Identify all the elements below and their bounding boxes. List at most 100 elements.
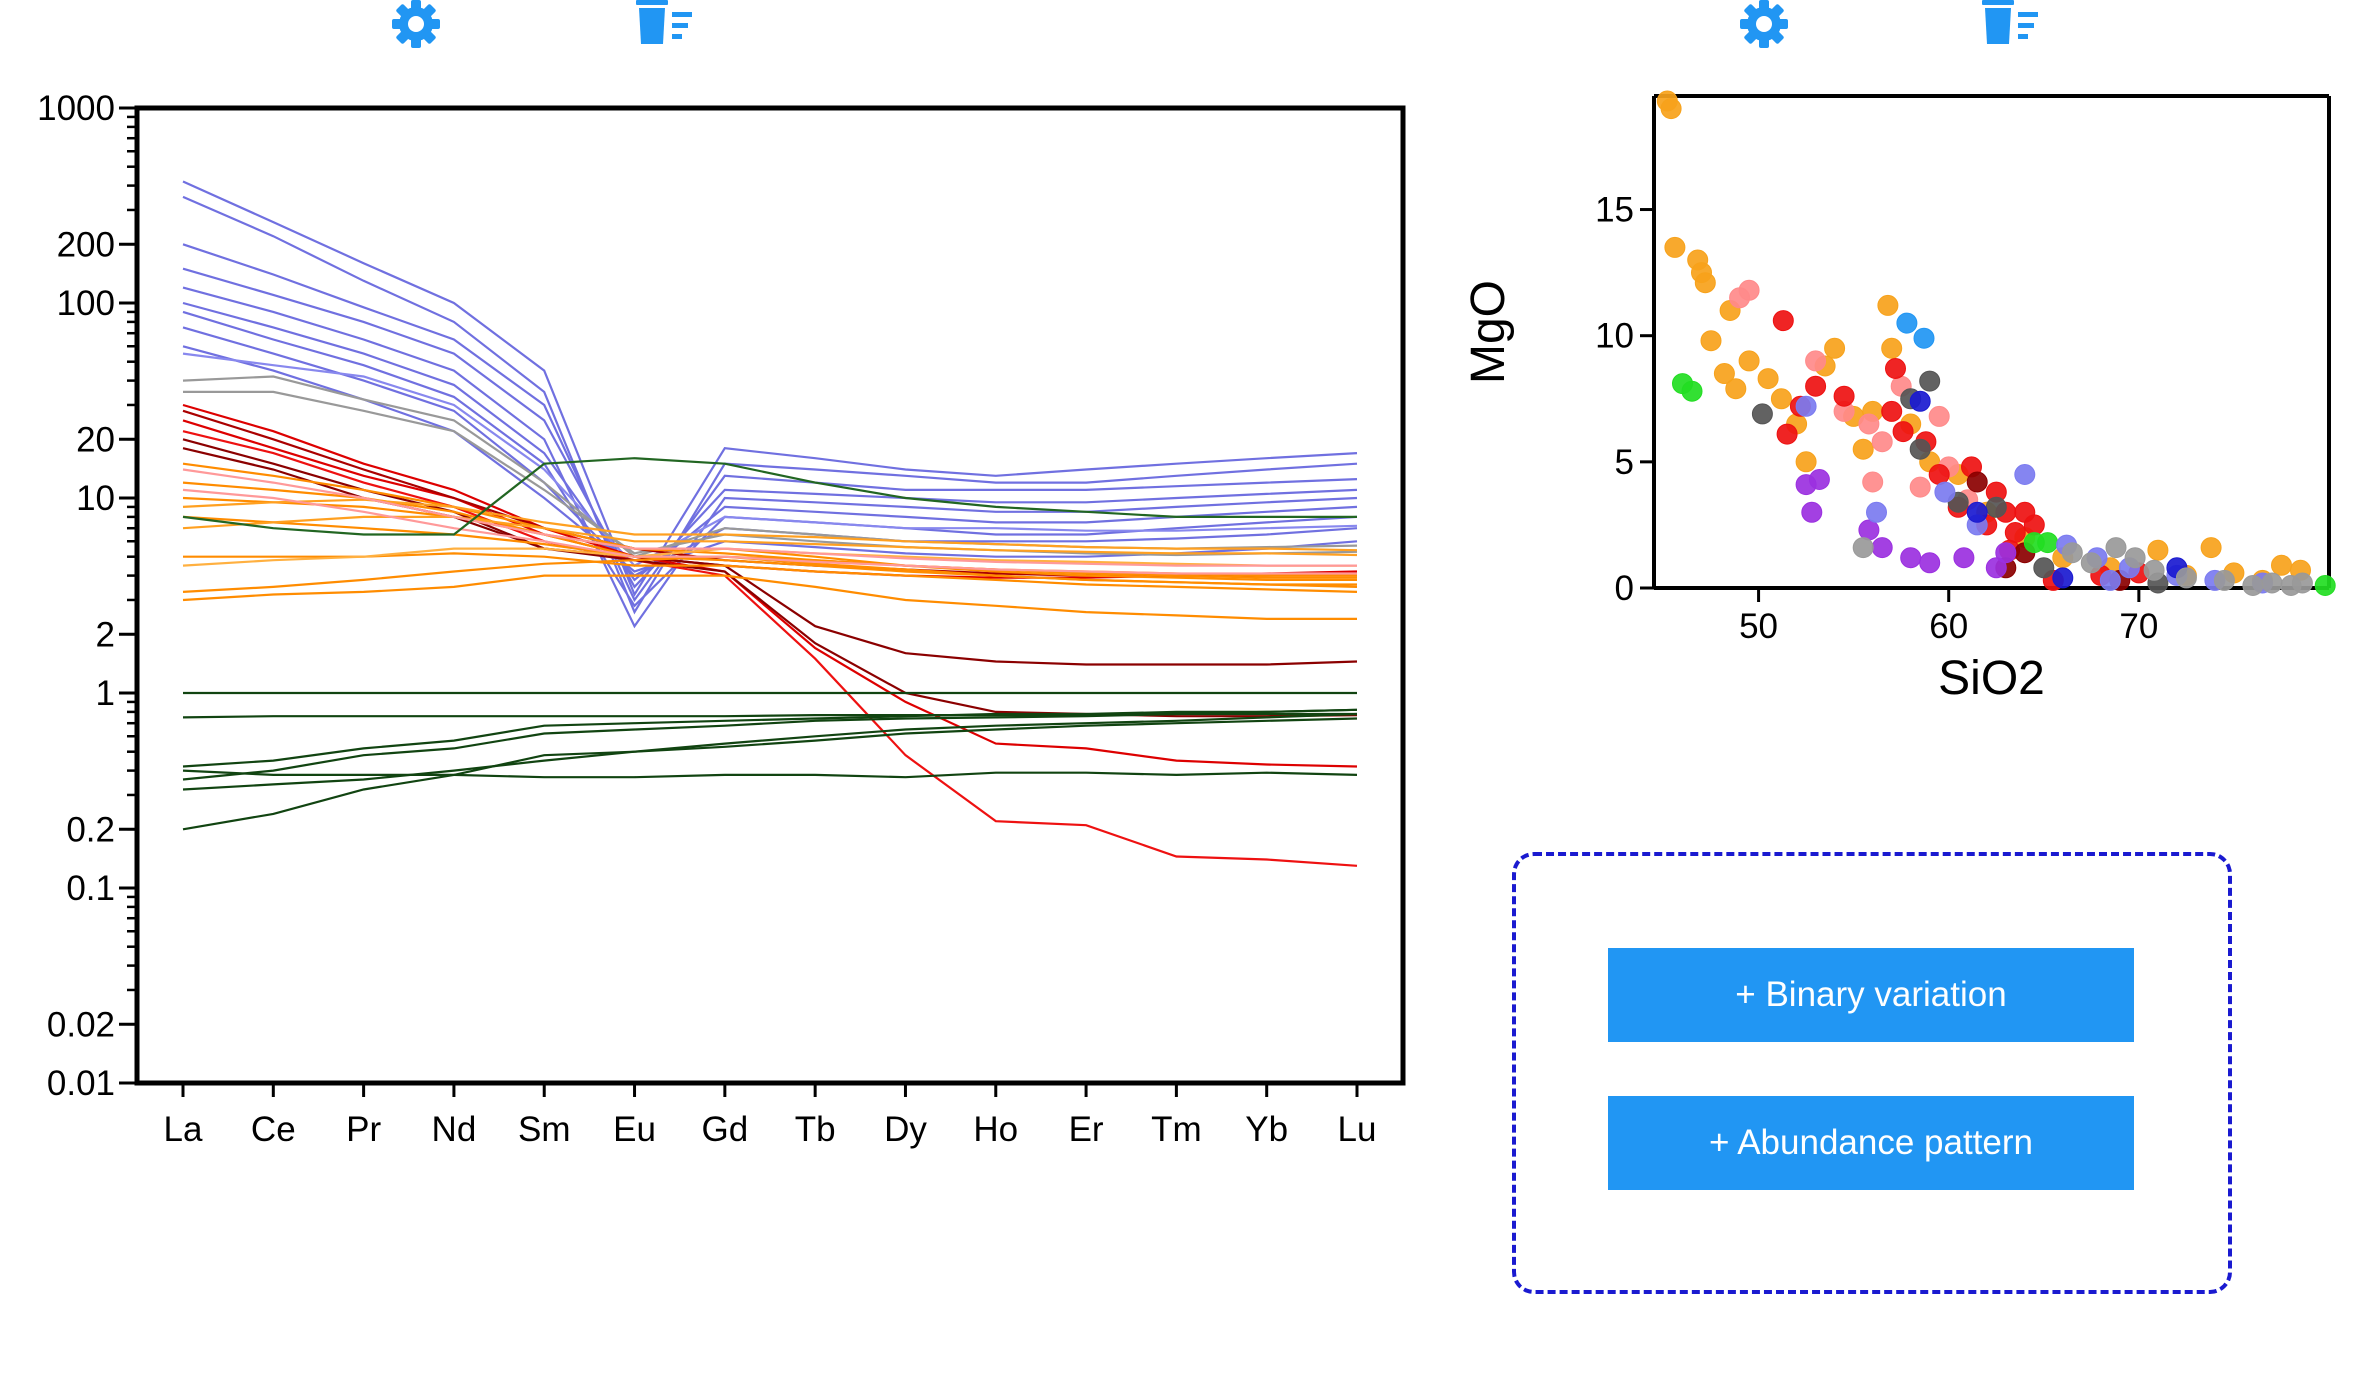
data-point [1700, 330, 1722, 352]
y-tick-label: 2 [96, 615, 115, 654]
data-point [1909, 438, 1931, 460]
gear-icon[interactable] [388, 0, 444, 50]
x-tick-label: Eu [613, 1110, 656, 1149]
series-line [182, 419, 1358, 768]
data-point [1852, 537, 1874, 559]
y-tick-label: 5 [1615, 443, 1634, 482]
series-line [182, 717, 1358, 831]
data-point [1858, 413, 1880, 435]
data-point [1738, 350, 1760, 372]
data-point [2242, 575, 2264, 596]
data-point [1871, 431, 1893, 453]
series-line [182, 243, 1358, 603]
data-point [2261, 572, 2283, 594]
data-point [1694, 272, 1716, 294]
gear-icon[interactable] [1736, 0, 1792, 50]
y-tick-label: 0.02 [47, 1005, 115, 1044]
plot-frame [134, 105, 1406, 1086]
add-abundance-pattern-button[interactable]: + Abundance pattern [1608, 1096, 2134, 1190]
x-tick-label: Sm [518, 1110, 571, 1149]
data-point [1877, 294, 1899, 316]
series-line [182, 430, 1358, 867]
data-point [1757, 368, 1779, 390]
data-point [2291, 572, 2313, 594]
data-point [1919, 370, 1941, 392]
data-point [1862, 471, 1884, 493]
y-tick-label: 0.2 [66, 810, 115, 849]
series-line [182, 708, 1358, 768]
y-tick-label: 1000 [37, 89, 115, 128]
data-point [1885, 358, 1906, 379]
data-point [1713, 363, 1735, 384]
series-line [182, 468, 1357, 567]
y-tick-label: 15 [1595, 191, 1634, 230]
trash-list-icon[interactable] [1980, 0, 2040, 50]
x-tick-label: Tb [795, 1110, 836, 1149]
trash-list-icon[interactable] [634, 0, 694, 50]
series-line [182, 708, 1358, 781]
data-point [1896, 312, 1918, 334]
y-tick-label: 200 [57, 225, 115, 264]
data-point [1881, 337, 1903, 359]
x-tick-label: La [164, 1110, 203, 1149]
x-tick-label: Nd [432, 1110, 477, 1149]
add-plot-panel: + Binary variation + Abundance pattern [1512, 852, 2232, 1294]
series-line [182, 180, 1358, 597]
data-point [1900, 547, 1922, 569]
series-line [182, 769, 1358, 779]
data-point [1664, 236, 1686, 258]
y-tick-label: 0.1 [66, 869, 115, 908]
data-point [1770, 388, 1792, 410]
series-line [182, 352, 1358, 567]
data-point [2061, 542, 2083, 564]
series-line [182, 496, 1357, 579]
data-point [1881, 400, 1903, 422]
series-line [182, 574, 1357, 621]
y-tick-label: 10 [1595, 317, 1634, 356]
series-line [183, 390, 1358, 557]
data-point [1729, 287, 1751, 309]
series-group [182, 180, 1358, 867]
y-tick-label: 10 [76, 479, 115, 518]
data-point [2052, 567, 2074, 589]
data-point [1866, 501, 1887, 523]
data-point [1995, 542, 2017, 564]
data-point [1985, 496, 2007, 518]
data-point [1871, 537, 1893, 559]
x-tick-label: 60 [1929, 607, 1968, 646]
series-line [182, 462, 1357, 582]
data-point [1928, 405, 1950, 427]
series-line [182, 515, 1358, 588]
series-line [182, 515, 1358, 557]
data-point [2175, 567, 2197, 589]
data-point [1795, 451, 1817, 473]
data-point [1858, 519, 1880, 541]
data-point [2124, 547, 2146, 569]
y-tick-label: 0.01 [47, 1064, 115, 1103]
add-binary-variation-button[interactable]: + Binary variation [1608, 948, 2134, 1042]
data-point [2080, 552, 2102, 574]
x-tick-label: 70 [2119, 607, 2158, 646]
y-tick-label: 20 [76, 420, 115, 459]
data-point [1808, 469, 1830, 490]
x-axis-title: SiO2 [1938, 652, 2045, 705]
series-line [182, 457, 1357, 536]
data-point [2105, 537, 2127, 559]
data-point [1751, 403, 1773, 425]
data-point [1892, 421, 1914, 443]
data-point [1919, 552, 1941, 574]
data-point [2033, 557, 2055, 579]
x-tick-label: Er [1069, 1110, 1104, 1149]
x-tick-label: Lu [1338, 1110, 1377, 1149]
data-point [1909, 390, 1931, 412]
data-point [1805, 350, 1827, 372]
x-tick-label: Yb [1245, 1110, 1288, 1149]
data-point [2271, 554, 2292, 576]
data-point [1852, 438, 1874, 460]
x-tick-label: 50 [1739, 607, 1778, 646]
series-line [182, 712, 1358, 791]
x-tick-label: Pr [346, 1110, 381, 1149]
x-tick-label: Dy [884, 1110, 927, 1149]
data-point [1966, 501, 1988, 523]
data-point [1824, 337, 1846, 359]
